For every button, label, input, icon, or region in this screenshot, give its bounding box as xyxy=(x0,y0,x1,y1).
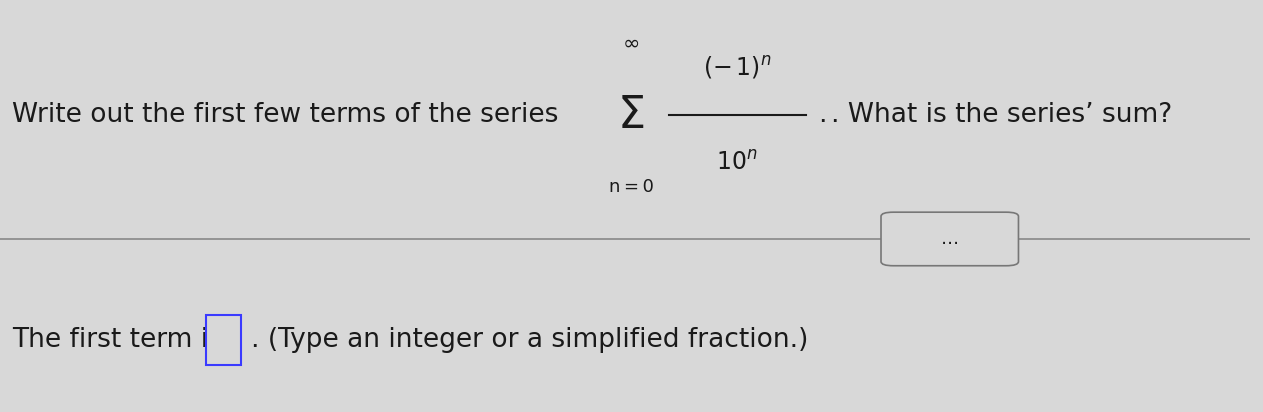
FancyBboxPatch shape xyxy=(882,212,1018,266)
Text: . What is the series’ sum?: . What is the series’ sum? xyxy=(831,102,1172,129)
Text: .: . xyxy=(818,102,827,129)
Text: The first term is: The first term is xyxy=(13,327,222,353)
Text: $\Sigma$: $\Sigma$ xyxy=(618,94,644,137)
Text: $10^n$: $10^n$ xyxy=(716,151,758,175)
FancyBboxPatch shape xyxy=(206,315,241,365)
Text: Write out the first few terms of the series: Write out the first few terms of the ser… xyxy=(13,102,558,129)
Text: ∞: ∞ xyxy=(623,33,640,53)
Text: …: … xyxy=(941,230,959,248)
Text: n = 0: n = 0 xyxy=(609,178,653,197)
Text: $(-\,1)^n$: $(-\,1)^n$ xyxy=(703,54,772,82)
Text: . (Type an integer or a simplified fraction.): . (Type an integer or a simplified fract… xyxy=(250,327,808,353)
